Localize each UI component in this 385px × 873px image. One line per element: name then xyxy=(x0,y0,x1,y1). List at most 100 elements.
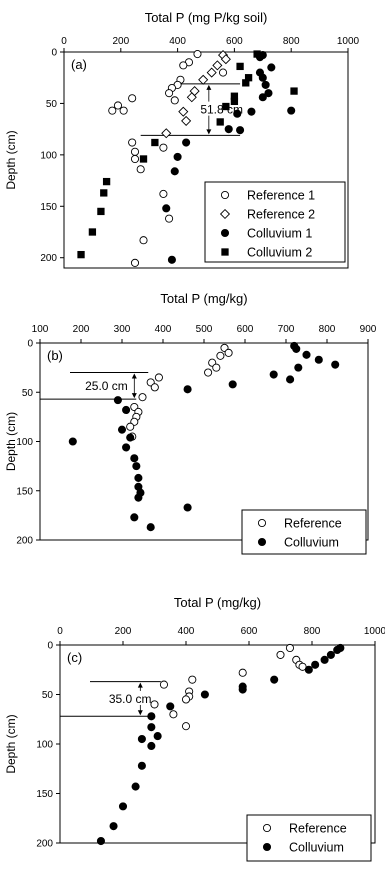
data-point xyxy=(224,125,233,134)
annotation-arrowhead-top xyxy=(137,682,143,688)
annotation-label-bg xyxy=(81,377,128,392)
data-point xyxy=(181,722,191,731)
legend-box xyxy=(246,814,372,862)
x-tick-label: 1000 xyxy=(364,626,385,637)
data-point xyxy=(167,255,176,264)
legend-label: Colluvium 1 xyxy=(247,227,312,241)
data-point xyxy=(147,712,156,721)
data-point xyxy=(186,92,197,103)
data-point xyxy=(153,732,162,741)
x-tick-label: 0 xyxy=(61,36,67,47)
data-point xyxy=(130,154,140,164)
data-point xyxy=(326,650,335,659)
y-tick-label: 200 xyxy=(40,253,57,264)
data-point xyxy=(287,106,296,115)
data-point xyxy=(130,513,139,522)
data-point xyxy=(131,782,140,791)
data-point xyxy=(137,761,146,770)
x-tick-label: 800 xyxy=(304,626,321,637)
x-tick-label: 700 xyxy=(278,324,295,335)
data-point xyxy=(204,368,213,377)
data-point xyxy=(117,425,127,434)
y-tick-label: 100 xyxy=(36,740,53,751)
annotation-label-bg xyxy=(104,690,151,705)
data-point xyxy=(182,138,191,147)
y-tick-label: 200 xyxy=(36,839,53,850)
legend-label: Reference xyxy=(289,822,347,836)
data-point xyxy=(238,685,247,694)
y-tick-label: 50 xyxy=(22,388,34,399)
data-point xyxy=(122,405,131,415)
data-point xyxy=(224,348,233,357)
series-reference xyxy=(126,343,233,441)
annotation-label: 35.0 cm xyxy=(109,692,152,706)
legend: Reference Colluvium xyxy=(246,814,372,862)
data-point xyxy=(285,643,295,653)
data-point xyxy=(228,380,237,389)
data-point xyxy=(181,695,191,704)
y-tick-label: 0 xyxy=(47,641,53,652)
data-point xyxy=(161,128,172,139)
panel-label: (a) xyxy=(71,57,87,72)
series-reference xyxy=(150,643,307,731)
data-point xyxy=(181,115,192,126)
panel-label: (c) xyxy=(67,650,82,665)
legend-marker xyxy=(262,823,272,833)
data-point xyxy=(233,109,242,118)
data-point xyxy=(166,702,175,711)
data-point xyxy=(258,93,267,102)
data-point xyxy=(290,87,298,95)
series-reference-1 xyxy=(108,50,228,267)
data-point xyxy=(178,106,189,117)
x-tick-label: 0 xyxy=(57,626,63,637)
data-point xyxy=(130,258,140,267)
annotation-arrowhead-bottom xyxy=(131,393,137,399)
y-tick-label: 50 xyxy=(46,99,58,110)
legend-marker xyxy=(262,842,272,852)
legend-marker xyxy=(219,208,231,220)
data-point xyxy=(96,836,105,846)
x-tick-label: 500 xyxy=(196,324,213,335)
data-point xyxy=(173,152,182,161)
data-point xyxy=(130,147,140,156)
y-tick-label: 0 xyxy=(27,339,33,350)
y-tick-label: 100 xyxy=(40,150,57,161)
data-point xyxy=(333,645,342,655)
data-point xyxy=(200,690,209,699)
data-point xyxy=(236,126,245,135)
data-point xyxy=(212,60,223,71)
data-point xyxy=(128,94,137,103)
legend-label: Colluvium xyxy=(284,536,339,550)
data-point xyxy=(147,723,156,732)
x-tick-label: 400 xyxy=(155,324,172,335)
data-point xyxy=(242,79,250,87)
data-point xyxy=(261,80,270,89)
annotation-label-bg xyxy=(196,101,243,116)
data-point xyxy=(68,437,77,446)
data-point xyxy=(198,74,209,85)
annotation-arrowhead-bottom xyxy=(137,710,143,716)
data-point xyxy=(247,107,256,116)
y-tick-label: 100 xyxy=(16,437,33,448)
data-point xyxy=(294,363,303,372)
data-point xyxy=(97,207,105,216)
x-axis-title: Total P (mg/kg) xyxy=(160,291,247,306)
data-point xyxy=(137,735,146,744)
annotation-label: 25.0 cm xyxy=(85,379,128,393)
data-point xyxy=(126,422,135,431)
data-point xyxy=(314,355,323,364)
legend-marker xyxy=(257,518,267,528)
data-point xyxy=(258,73,267,82)
data-point xyxy=(304,665,313,674)
y-tick-label: 0 xyxy=(51,48,57,59)
y-tick-label: 150 xyxy=(36,789,53,800)
data-point xyxy=(238,668,247,677)
annotation-arrowhead-top xyxy=(206,84,212,90)
data-point xyxy=(183,385,192,394)
data-point xyxy=(206,67,217,78)
data-point xyxy=(139,155,148,163)
data-point xyxy=(154,373,163,382)
data-point xyxy=(126,433,135,442)
data-point xyxy=(138,393,147,402)
series-reference-2 xyxy=(161,50,231,139)
